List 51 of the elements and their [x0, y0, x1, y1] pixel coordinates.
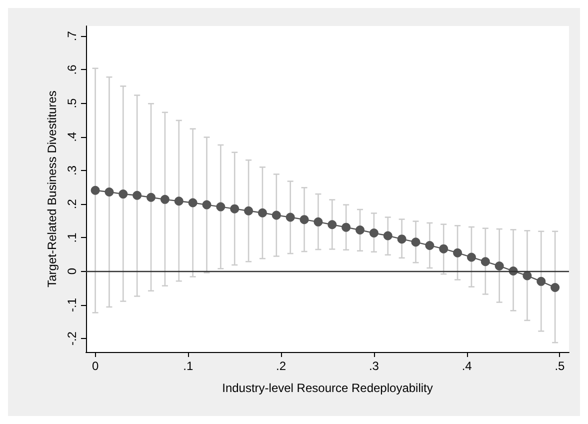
y-tick-label: .5 — [65, 98, 79, 108]
x-tick-label: .2 — [276, 359, 286, 373]
point — [188, 198, 198, 208]
point — [272, 210, 281, 220]
x-tick-label: .3 — [368, 359, 380, 373]
y-tick-label: 0 — [65, 268, 79, 275]
point — [536, 276, 546, 286]
point — [480, 257, 490, 266]
y-tick-label: -.1 — [65, 298, 79, 312]
x-tick-label: .5 — [554, 359, 566, 373]
y-tick-label: .1 — [65, 232, 79, 243]
point — [369, 228, 378, 238]
point — [522, 271, 532, 280]
y-tick-label: .2 — [65, 198, 79, 210]
y-tick-label: .3 — [65, 165, 79, 176]
y-tick-label: -.2 — [65, 331, 79, 346]
x-tick-label: .1 — [183, 359, 194, 373]
point — [286, 212, 295, 222]
point — [397, 234, 406, 244]
y-tick-label: .6 — [65, 64, 79, 75]
point — [494, 261, 504, 270]
point — [146, 192, 156, 202]
point — [411, 238, 420, 247]
x-tick-label: .4 — [462, 359, 472, 373]
point — [550, 282, 560, 292]
point — [328, 220, 337, 230]
point — [230, 204, 240, 214]
point — [132, 190, 142, 200]
point — [90, 186, 100, 195]
point — [383, 231, 392, 240]
point — [216, 202, 226, 212]
y-axis-title: Target-Related Business Divestitures — [45, 90, 59, 288]
point — [342, 222, 351, 232]
y-tick-label: .4 — [65, 132, 79, 142]
point — [453, 248, 462, 258]
point — [300, 215, 309, 224]
x-tick-label: 0 — [92, 359, 99, 373]
point — [314, 217, 323, 226]
point — [439, 244, 448, 254]
x-axis-title: Industry-level Resource Redeployability — [222, 381, 433, 395]
point — [425, 240, 434, 250]
point — [160, 194, 170, 204]
point — [356, 226, 365, 234]
y-tick-label: .7 — [65, 30, 79, 42]
point — [466, 252, 476, 262]
point — [202, 200, 212, 210]
point — [104, 188, 114, 197]
point — [118, 190, 128, 199]
point — [174, 196, 184, 206]
point — [258, 208, 267, 218]
point — [244, 206, 254, 216]
